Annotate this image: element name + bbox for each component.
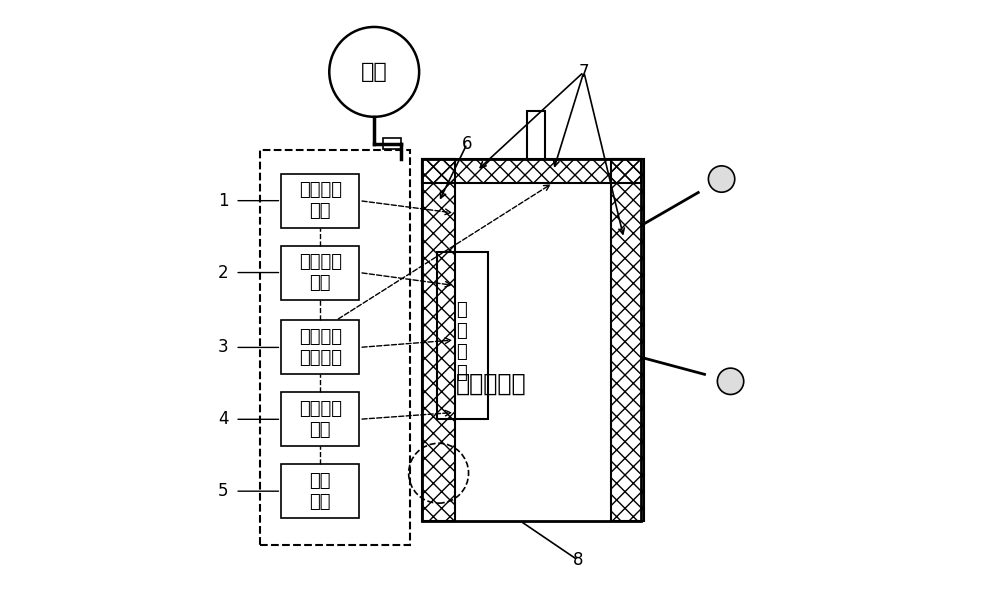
Text: 油压启动
单元: 油压启动 单元 <box>299 181 342 220</box>
FancyBboxPatch shape <box>422 159 641 521</box>
Text: 3: 3 <box>218 338 229 356</box>
Text: 告警
单元: 告警 单元 <box>310 472 331 510</box>
Text: 2: 2 <box>218 264 229 282</box>
Text: 7: 7 <box>579 63 589 81</box>
Text: 油枕: 油枕 <box>361 62 388 82</box>
FancyBboxPatch shape <box>281 320 359 374</box>
Text: 换流变压器: 换流变压器 <box>456 371 526 395</box>
Text: 5: 5 <box>218 482 229 500</box>
FancyBboxPatch shape <box>281 246 359 300</box>
Circle shape <box>717 368 744 395</box>
Text: 多孔金属
防爆单元: 多孔金属 防爆单元 <box>299 328 342 367</box>
FancyBboxPatch shape <box>527 111 545 159</box>
Circle shape <box>708 166 735 192</box>
Text: 电流启动
单元: 电流启动 单元 <box>299 253 342 292</box>
Text: 分
接
开
关: 分 接 开 关 <box>456 301 467 382</box>
FancyBboxPatch shape <box>437 252 488 419</box>
FancyBboxPatch shape <box>281 174 359 228</box>
Text: 1: 1 <box>218 192 229 210</box>
FancyBboxPatch shape <box>281 392 359 446</box>
Text: 4: 4 <box>218 410 229 428</box>
FancyBboxPatch shape <box>383 138 401 149</box>
FancyBboxPatch shape <box>281 464 359 518</box>
Text: 6: 6 <box>462 135 472 153</box>
Text: 8: 8 <box>573 551 583 569</box>
Text: 应变监测
单元: 应变监测 单元 <box>299 400 342 438</box>
